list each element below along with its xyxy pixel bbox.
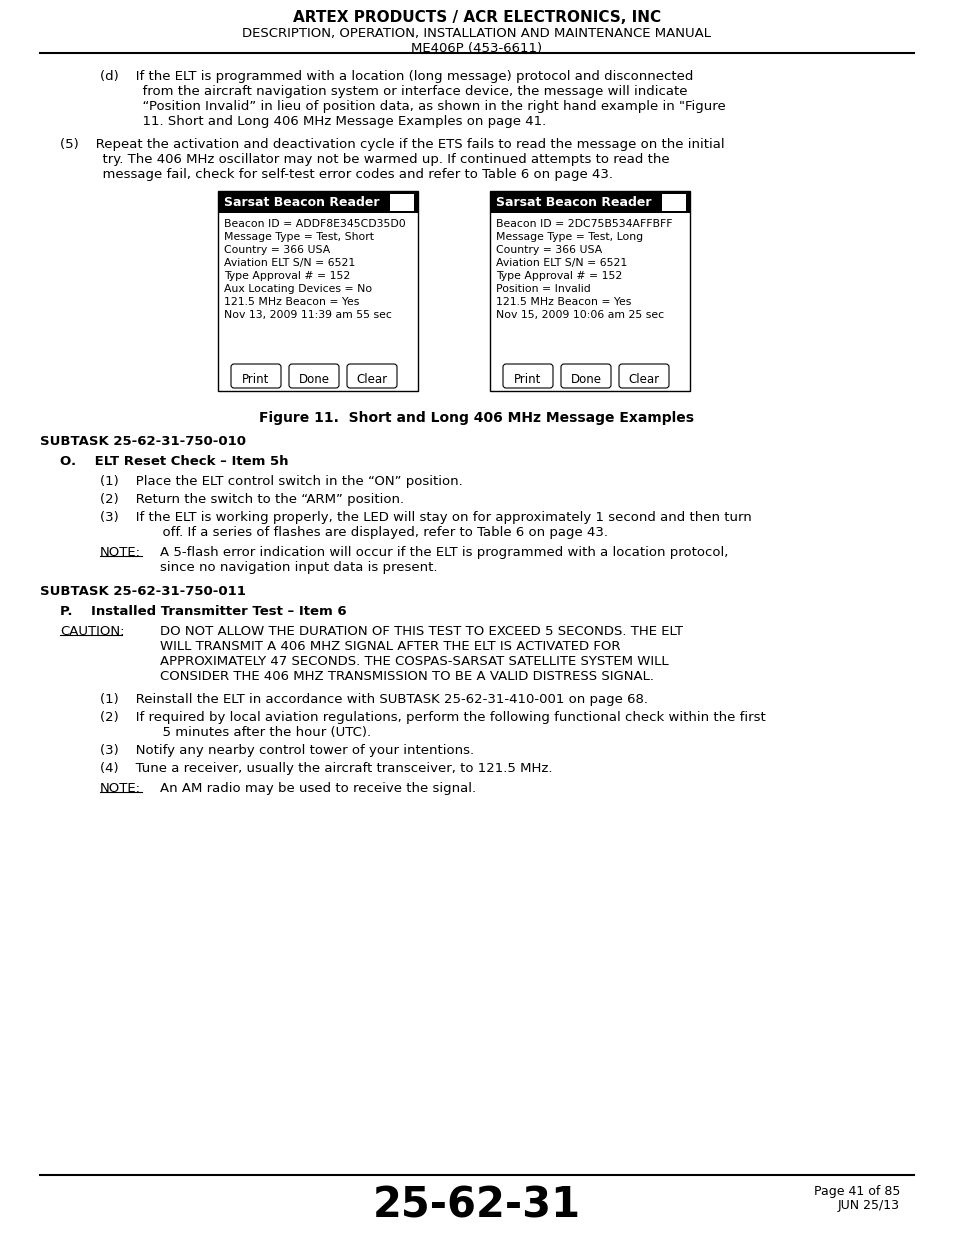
Text: Clear: Clear	[356, 373, 387, 387]
Text: Type Approval # = 152: Type Approval # = 152	[496, 270, 621, 282]
Text: Figure 11.  Short and Long 406 MHz Message Examples: Figure 11. Short and Long 406 MHz Messag…	[259, 411, 694, 425]
Text: 121.5 MHz Beacon = Yes: 121.5 MHz Beacon = Yes	[496, 296, 631, 308]
Text: P.    Installed Transmitter Test – Item 6: P. Installed Transmitter Test – Item 6	[60, 605, 346, 618]
Text: 121.5 MHz Beacon = Yes: 121.5 MHz Beacon = Yes	[224, 296, 359, 308]
Text: Done: Done	[570, 373, 601, 387]
Text: Nov 13, 2009 11:39 am 55 sec: Nov 13, 2009 11:39 am 55 sec	[224, 310, 392, 320]
Text: Nov 15, 2009 10:06 am 25 sec: Nov 15, 2009 10:06 am 25 sec	[496, 310, 663, 320]
Text: “Position Invalid” in lieu of position data, as shown in the right hand example : “Position Invalid” in lieu of position d…	[100, 100, 725, 112]
Text: message fail, check for self-test error codes and refer to Table 6 on page 43.: message fail, check for self-test error …	[60, 168, 613, 182]
FancyBboxPatch shape	[218, 191, 417, 391]
Text: (2)    If required by local aviation regulations, perform the following function: (2) If required by local aviation regula…	[100, 711, 765, 724]
Text: (3)    Notify any nearby control tower of your intentions.: (3) Notify any nearby control tower of y…	[100, 743, 474, 757]
Text: off. If a series of flashes are displayed, refer to Table 6 on page 43.: off. If a series of flashes are displaye…	[120, 526, 607, 538]
Text: (1)    Reinstall the ELT in accordance with SUBTASK 25-62-31-410-001 on page 68.: (1) Reinstall the ELT in accordance with…	[100, 693, 647, 706]
Text: WILL TRANSMIT A 406 MHZ SIGNAL AFTER THE ELT IS ACTIVATED FOR: WILL TRANSMIT A 406 MHZ SIGNAL AFTER THE…	[160, 640, 619, 653]
FancyBboxPatch shape	[218, 191, 417, 212]
Text: JUN 25/13: JUN 25/13	[837, 1199, 899, 1212]
Text: NOTE:: NOTE:	[100, 546, 141, 559]
Text: Beacon ID = ADDF8E345CD35D0: Beacon ID = ADDF8E345CD35D0	[224, 219, 405, 228]
FancyBboxPatch shape	[560, 364, 610, 388]
Text: (5)    Repeat the activation and deactivation cycle if the ETS fails to read the: (5) Repeat the activation and deactivati…	[60, 138, 724, 151]
Text: NOTE:: NOTE:	[100, 782, 141, 795]
Text: Page 41 of 85: Page 41 of 85	[813, 1186, 899, 1198]
Text: A 5-flash error indication will occur if the ELT is programmed with a location p: A 5-flash error indication will occur if…	[160, 546, 727, 559]
Text: Aviation ELT S/N = 6521: Aviation ELT S/N = 6521	[224, 258, 355, 268]
Text: Aux Locating Devices = No: Aux Locating Devices = No	[224, 284, 372, 294]
Text: (1)    Place the ELT control switch in the “ON” position.: (1) Place the ELT control switch in the …	[100, 475, 462, 488]
Text: ME406P (453-6611): ME406P (453-6611)	[411, 42, 542, 56]
Text: SUBTASK 25-62-31-750-010: SUBTASK 25-62-31-750-010	[40, 435, 246, 448]
Text: CAUTION:: CAUTION:	[60, 625, 125, 638]
Text: Done: Done	[298, 373, 329, 387]
Text: 25-62-31: 25-62-31	[373, 1186, 580, 1228]
Text: since no navigation input data is present.: since no navigation input data is presen…	[160, 561, 437, 574]
Text: Print: Print	[242, 373, 270, 387]
FancyBboxPatch shape	[390, 194, 414, 210]
Text: Sarsat Beacon Reader: Sarsat Beacon Reader	[224, 196, 379, 209]
FancyBboxPatch shape	[490, 191, 689, 212]
Text: (2)    Return the switch to the “ARM” position.: (2) Return the switch to the “ARM” posit…	[100, 493, 404, 506]
Text: Message Type = Test, Short: Message Type = Test, Short	[224, 232, 374, 242]
Text: Print: Print	[514, 373, 541, 387]
Text: Clear: Clear	[628, 373, 659, 387]
Text: (3)    If the ELT is working properly, the LED will stay on for approximately 1 : (3) If the ELT is working properly, the …	[100, 511, 751, 524]
FancyBboxPatch shape	[490, 191, 689, 391]
FancyBboxPatch shape	[618, 364, 668, 388]
Text: Country = 366 USA: Country = 366 USA	[224, 245, 330, 254]
Text: from the aircraft navigation system or interface device, the message will indica: from the aircraft navigation system or i…	[100, 85, 687, 98]
FancyBboxPatch shape	[289, 364, 338, 388]
FancyBboxPatch shape	[661, 194, 685, 210]
FancyBboxPatch shape	[231, 364, 281, 388]
FancyBboxPatch shape	[502, 364, 553, 388]
Text: APPROXIMATELY 47 SECONDS. THE COSPAS-SARSAT SATELLITE SYSTEM WILL: APPROXIMATELY 47 SECONDS. THE COSPAS-SAR…	[160, 655, 668, 668]
Text: Message Type = Test, Long: Message Type = Test, Long	[496, 232, 642, 242]
Text: O.    ELT Reset Check – Item 5h: O. ELT Reset Check – Item 5h	[60, 454, 288, 468]
Text: Sarsat Beacon Reader: Sarsat Beacon Reader	[496, 196, 651, 209]
Text: 5 minutes after the hour (UTC).: 5 minutes after the hour (UTC).	[120, 726, 371, 739]
Text: CONSIDER THE 406 MHZ TRANSMISSION TO BE A VALID DISTRESS SIGNAL.: CONSIDER THE 406 MHZ TRANSMISSION TO BE …	[160, 671, 654, 683]
Text: Aviation ELT S/N = 6521: Aviation ELT S/N = 6521	[496, 258, 626, 268]
Text: Type Approval # = 152: Type Approval # = 152	[224, 270, 350, 282]
Text: An AM radio may be used to receive the signal.: An AM radio may be used to receive the s…	[160, 782, 476, 795]
Text: DO NOT ALLOW THE DURATION OF THIS TEST TO EXCEED 5 SECONDS. THE ELT: DO NOT ALLOW THE DURATION OF THIS TEST T…	[160, 625, 682, 638]
Text: SUBTASK 25-62-31-750-011: SUBTASK 25-62-31-750-011	[40, 585, 246, 598]
Text: Beacon ID = 2DC75B534AFFBFF: Beacon ID = 2DC75B534AFFBFF	[496, 219, 672, 228]
Text: try. The 406 MHz oscillator may not be warmed up. If continued attempts to read : try. The 406 MHz oscillator may not be w…	[60, 153, 669, 165]
Text: ARTEX PRODUCTS / ACR ELECTRONICS, INC: ARTEX PRODUCTS / ACR ELECTRONICS, INC	[293, 10, 660, 25]
Text: (4)    Tune a receiver, usually the aircraft transceiver, to 121.5 MHz.: (4) Tune a receiver, usually the aircraf…	[100, 762, 552, 776]
Text: Position = Invalid: Position = Invalid	[496, 284, 590, 294]
FancyBboxPatch shape	[347, 364, 396, 388]
Text: (d)    If the ELT is programmed with a location (long message) protocol and disc: (d) If the ELT is programmed with a loca…	[100, 70, 693, 83]
Text: DESCRIPTION, OPERATION, INSTALLATION AND MAINTENANCE MANUAL: DESCRIPTION, OPERATION, INSTALLATION AND…	[242, 27, 711, 40]
Text: Country = 366 USA: Country = 366 USA	[496, 245, 601, 254]
Text: 11. Short and Long 406 MHz Message Examples on page 41.: 11. Short and Long 406 MHz Message Examp…	[100, 115, 546, 128]
